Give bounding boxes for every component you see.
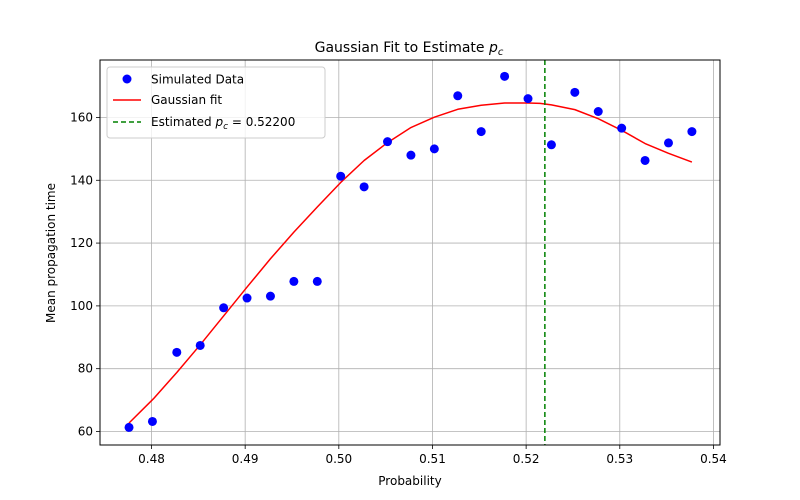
legend: Simulated Data Gaussian fit Estimated pc…	[106, 66, 326, 139]
y-tick-label: 160	[70, 110, 93, 124]
data-point	[453, 91, 463, 101]
legend-label-estimated-pc: Estimated pc = 0.52200	[151, 115, 295, 132]
y-tick-label: 120	[70, 236, 93, 250]
data-point	[383, 137, 393, 147]
legend-label-gaussian-fit: Gaussian fit	[151, 93, 222, 107]
gaussian-fit-line	[128, 102, 693, 424]
data-point	[687, 127, 697, 137]
data-point	[546, 140, 556, 150]
data-point	[242, 293, 252, 303]
data-point	[429, 144, 439, 154]
grid	[100, 60, 720, 445]
x-axis-label: Probability	[378, 474, 441, 488]
x-tick-label: 0.50	[325, 452, 352, 466]
x-tick-label: 0.54	[700, 452, 727, 466]
axis-ticks: 0.48 0.49 0.50 0.51 0.52 0.53 0.54 60 80 100 120 14…	[70, 110, 727, 466]
data-point	[124, 422, 134, 432]
x-tick-label: 0.49	[232, 452, 259, 466]
chart-title: Gaussian Fit to Estimate pc	[315, 40, 504, 58]
data-point	[500, 71, 510, 81]
data-point	[640, 155, 650, 165]
data-point	[172, 347, 182, 357]
data-point	[476, 127, 486, 137]
data-point	[570, 87, 580, 97]
x-tick-label: 0.53	[606, 452, 633, 466]
data-point	[663, 138, 673, 148]
data-point	[406, 150, 416, 160]
plot-area	[124, 60, 697, 445]
legend-marker-simulated-data	[122, 74, 132, 84]
y-tick-label: 60	[78, 424, 93, 438]
data-point	[523, 94, 533, 104]
x-tick-label: 0.52	[513, 452, 540, 466]
data-point	[593, 107, 603, 117]
data-point	[219, 303, 229, 313]
y-axis-label: Mean propagation time	[44, 183, 58, 323]
legend-frame	[106, 66, 326, 139]
data-point	[312, 276, 322, 286]
x-tick-label: 0.48	[138, 452, 165, 466]
data-point	[359, 182, 369, 192]
data-point	[147, 416, 157, 426]
x-tick-label: 0.51	[419, 452, 446, 466]
data-point	[336, 171, 346, 181]
plot-frame	[99, 59, 721, 446]
data-point	[195, 340, 205, 350]
data-point	[289, 276, 299, 286]
y-tick-label: 140	[70, 173, 93, 187]
legend-label-simulated-data: Simulated Data	[151, 73, 244, 87]
y-tick-label: 100	[70, 299, 93, 313]
data-point	[265, 291, 275, 301]
data-point	[617, 123, 627, 133]
y-tick-label: 80	[78, 362, 93, 376]
